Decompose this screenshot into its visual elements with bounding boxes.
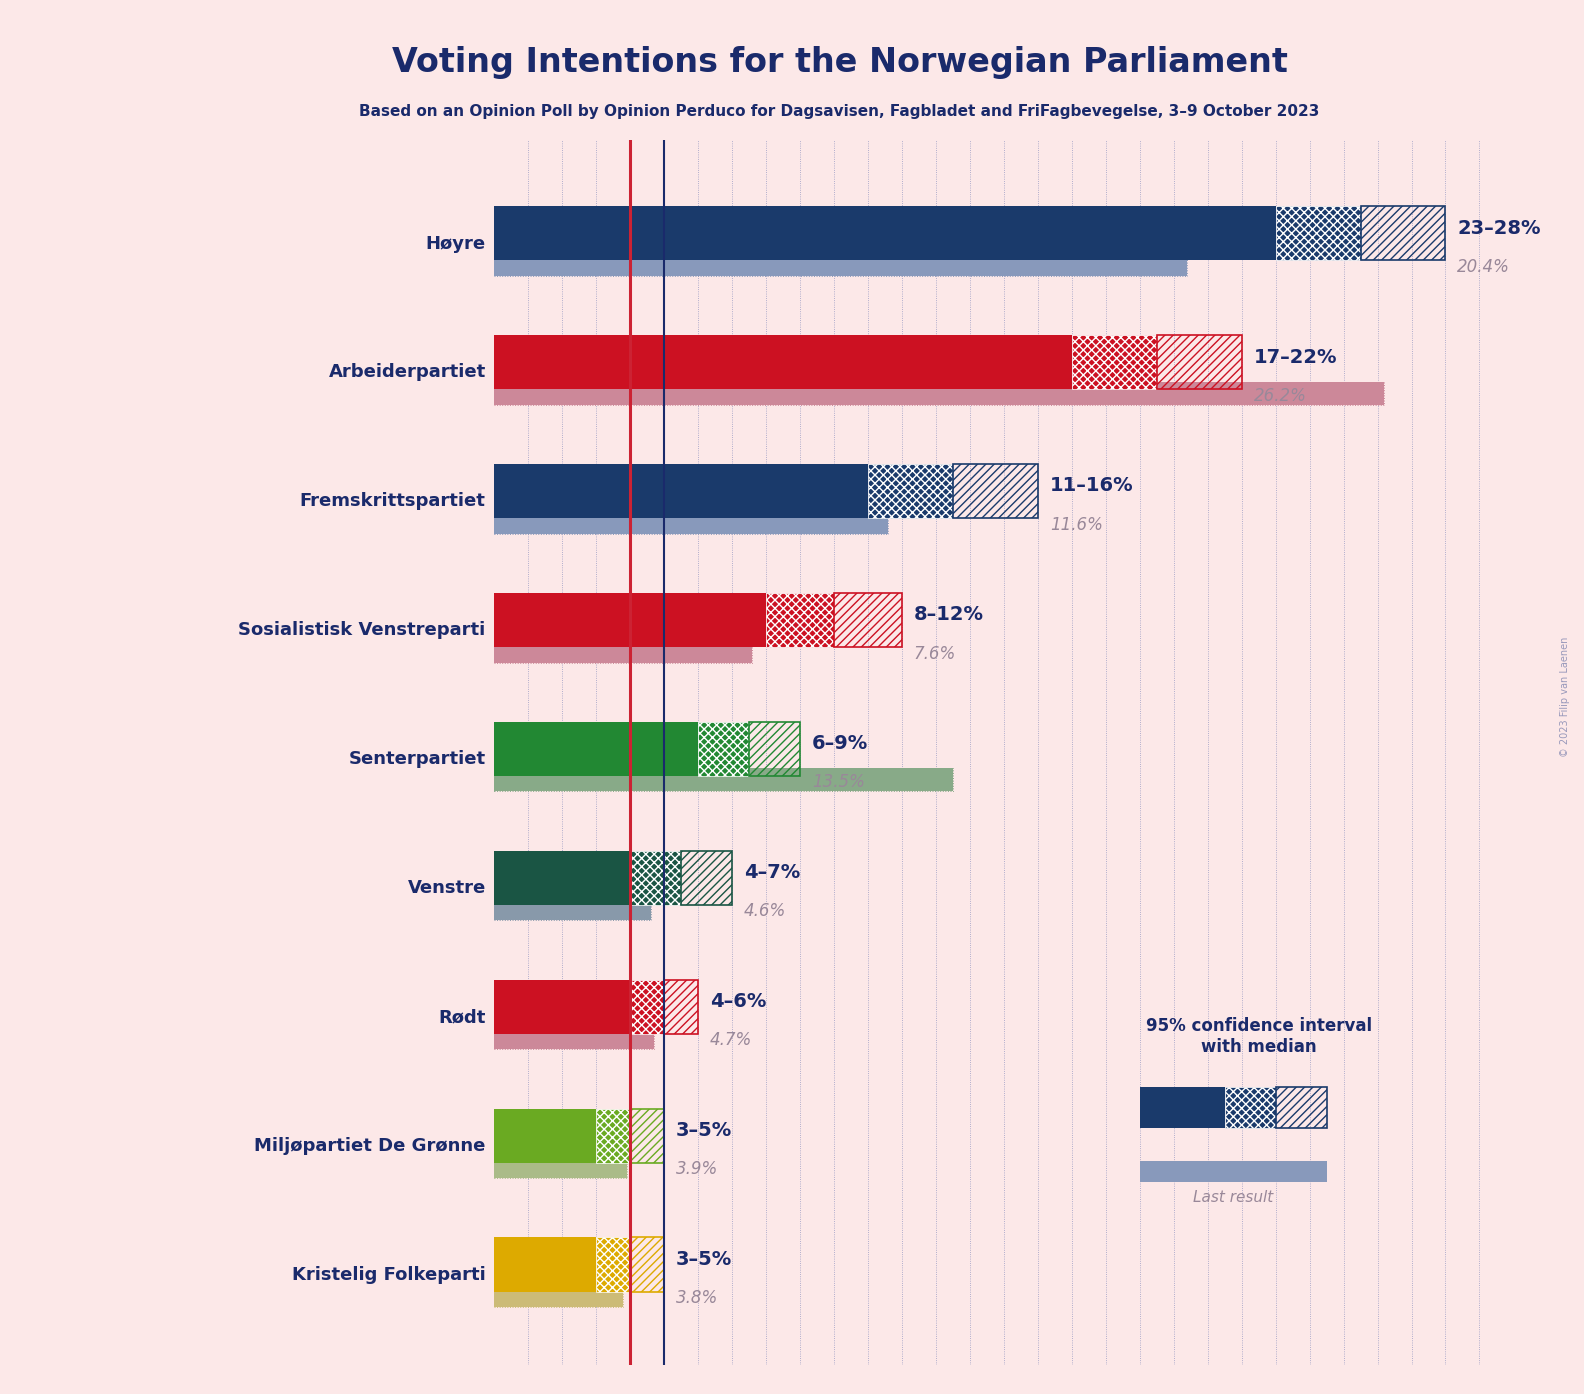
Text: Sosialistisk Venstreparti: Sosialistisk Venstreparti — [239, 622, 486, 640]
Bar — [596, 1238, 630, 1292]
Bar — [494, 510, 889, 534]
Bar — [767, 592, 833, 647]
Bar — [1156, 335, 1242, 389]
Bar — [699, 722, 749, 776]
Bar — [630, 1108, 664, 1163]
Text: 6–9%: 6–9% — [813, 735, 868, 753]
Bar — [494, 1156, 627, 1178]
Bar — [494, 768, 954, 792]
Text: 23–28%: 23–28% — [1457, 219, 1541, 237]
Text: Based on an Opinion Poll by Opinion Perduco for Dagsavisen, Fagbladet and FriFag: Based on an Opinion Poll by Opinion Perd… — [360, 105, 1319, 118]
Bar — [494, 768, 954, 792]
Text: 11–16%: 11–16% — [1050, 477, 1133, 495]
Bar — [494, 335, 1072, 389]
Text: Venstre: Venstre — [407, 880, 486, 898]
Text: Last result: Last result — [1193, 1190, 1274, 1204]
Text: 3.9%: 3.9% — [676, 1160, 718, 1178]
Text: Voting Intentions for the Norwegian Parliament: Voting Intentions for the Norwegian Parl… — [391, 46, 1288, 79]
Text: 11.6%: 11.6% — [1050, 516, 1102, 534]
Bar — [1275, 1087, 1326, 1128]
Bar — [494, 722, 699, 776]
Bar — [494, 206, 1275, 261]
Bar — [494, 382, 1384, 404]
Text: 7.6%: 7.6% — [914, 644, 957, 662]
Bar — [494, 252, 1188, 276]
Bar — [833, 592, 901, 647]
Bar — [1140, 1161, 1326, 1182]
Bar — [954, 464, 1038, 519]
Text: 3–5%: 3–5% — [676, 1250, 732, 1269]
Bar — [494, 464, 868, 519]
Text: 3.8%: 3.8% — [676, 1289, 718, 1308]
Bar — [494, 252, 1188, 276]
Bar — [1072, 335, 1156, 389]
Bar — [494, 898, 651, 920]
Text: 8–12%: 8–12% — [914, 605, 984, 625]
Text: Fremskrittspartiet: Fremskrittspartiet — [299, 492, 486, 510]
Bar — [596, 1108, 630, 1163]
Bar — [494, 850, 630, 905]
Bar — [494, 898, 651, 920]
Text: 95% confidence interval
with median: 95% confidence interval with median — [1145, 1016, 1372, 1055]
Bar — [1361, 206, 1446, 261]
Text: Senterpartiet: Senterpartiet — [348, 750, 486, 768]
Bar — [494, 640, 752, 662]
Bar — [494, 510, 889, 534]
Text: 26.2%: 26.2% — [1253, 386, 1307, 404]
Bar — [1275, 206, 1361, 261]
Bar — [494, 1026, 654, 1050]
Text: 4–6%: 4–6% — [710, 993, 767, 1011]
Text: Arbeiderpartiet: Arbeiderpartiet — [328, 364, 486, 382]
Bar — [664, 980, 699, 1034]
Bar — [494, 1156, 627, 1178]
Text: 20.4%: 20.4% — [1457, 258, 1510, 276]
Bar — [630, 850, 681, 905]
Bar — [494, 592, 767, 647]
Text: Kristelig Folkeparti: Kristelig Folkeparti — [291, 1266, 486, 1284]
Text: 4–7%: 4–7% — [744, 863, 800, 882]
Bar — [494, 1284, 624, 1308]
Text: 17–22%: 17–22% — [1253, 347, 1337, 367]
Bar — [494, 382, 1384, 404]
Bar — [868, 464, 954, 519]
Text: Høyre: Høyre — [426, 234, 486, 252]
Bar — [630, 1238, 664, 1292]
Bar — [494, 980, 630, 1034]
Bar — [494, 640, 752, 662]
Bar — [1224, 1087, 1275, 1128]
Bar — [681, 850, 732, 905]
Text: 13.5%: 13.5% — [813, 774, 865, 792]
Text: 4.7%: 4.7% — [710, 1032, 752, 1050]
Bar — [630, 980, 664, 1034]
Text: Miljøpartiet De Grønne: Miljøpartiet De Grønne — [255, 1138, 486, 1154]
Bar — [494, 1284, 624, 1308]
Text: Rødt: Rødt — [439, 1008, 486, 1026]
Text: 3–5%: 3–5% — [676, 1121, 732, 1140]
Bar — [749, 722, 800, 776]
Text: 4.6%: 4.6% — [744, 902, 786, 920]
Bar — [1140, 1087, 1224, 1128]
Text: © 2023 Filip van Laenen: © 2023 Filip van Laenen — [1560, 637, 1570, 757]
Bar — [494, 1026, 654, 1050]
Bar — [494, 1108, 596, 1163]
Bar — [494, 1238, 596, 1292]
